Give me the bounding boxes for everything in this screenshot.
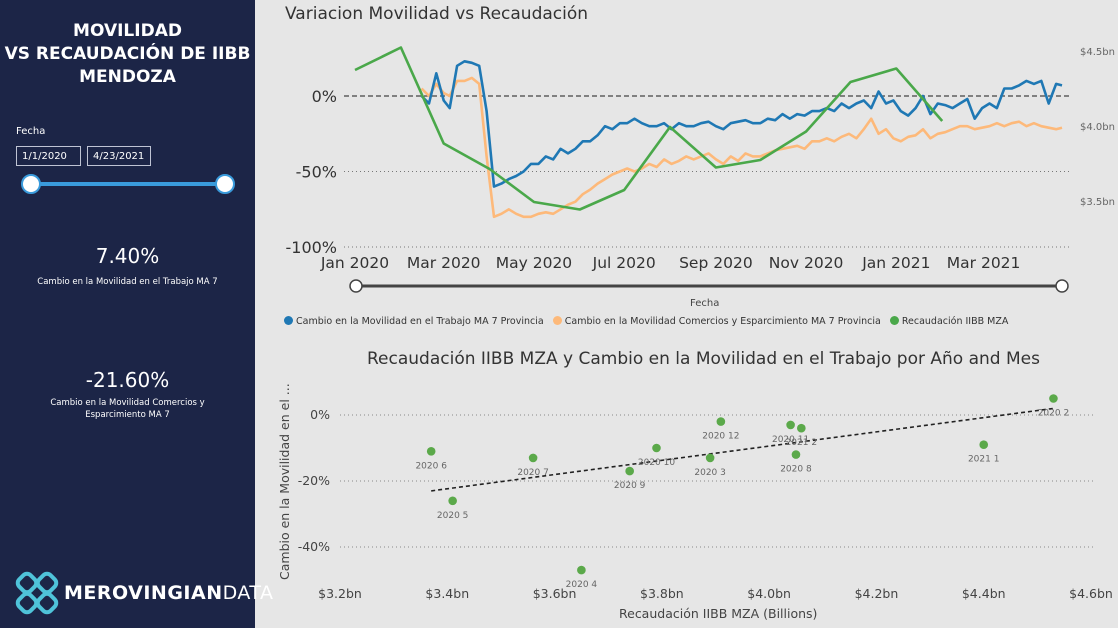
scatter-point-label: 2020 11 bbox=[772, 435, 809, 445]
title-line-2: VS RECAUDACIÓN DE IIBB bbox=[4, 44, 251, 64]
title-line-3: MENDOZA bbox=[79, 67, 176, 87]
scatter-x-axis-title: Recaudación IIBB MZA (Billions) bbox=[619, 606, 818, 621]
kpi-work-mobility-label: Cambio en la Movilidad en el Trabajo MA … bbox=[37, 277, 218, 287]
scatter-point-label: 2020 6 bbox=[415, 461, 447, 471]
scatter-point bbox=[979, 440, 989, 450]
legend-dot bbox=[889, 316, 899, 325]
scatter-point bbox=[705, 453, 715, 463]
scatter-point-label: 2021 2 bbox=[786, 438, 818, 448]
x-tick-label: May 2020 bbox=[496, 254, 572, 272]
x-tick-label: $4.4bn bbox=[962, 586, 1006, 601]
commerce-mobility-line bbox=[420, 76, 1063, 219]
scatter-point-label: 2020 8 bbox=[780, 465, 812, 475]
y-tick-label: 0% bbox=[312, 87, 337, 106]
line-chart[interactable]: 0% -50% -100% $4.5bn $4.0bn $3.5bn Jan 2020 Mar… bbox=[0, 0, 1118, 300]
scatter-point-label: 2020 9 bbox=[614, 481, 646, 491]
x-tick-label: Jul 2020 bbox=[592, 254, 656, 272]
y-tick-label: 0% bbox=[310, 407, 330, 422]
date-filter-label: Fecha bbox=[16, 126, 46, 137]
scatter-point-label: 2020 2 bbox=[1038, 409, 1070, 419]
legend-item-iibb[interactable]: Recaudación IIBB MZA bbox=[889, 316, 1009, 327]
time-slider-start-handle[interactable] bbox=[349, 279, 363, 293]
x-tick-label: Jan 2020 bbox=[320, 254, 389, 272]
x-tick-label: $3.4bn bbox=[425, 586, 469, 601]
scatter-point-label: 2020 7 bbox=[517, 468, 549, 478]
y2-tick-label: $3.5bn bbox=[1080, 197, 1115, 208]
work-mobility-line bbox=[420, 59, 1063, 188]
y-tick-label: -100% bbox=[285, 238, 337, 257]
scatter-point-label: 2020 4 bbox=[566, 580, 598, 590]
kpi-commerce-mobility-label: Cambio en la Movilidad Comercios y Espar… bbox=[50, 398, 205, 420]
line-chart-x-axis-title: Fecha bbox=[690, 298, 720, 309]
legend-item-commerce[interactable]: Cambio en la Movilidad Comercios y Espar… bbox=[552, 316, 881, 327]
trend-line bbox=[431, 407, 1054, 492]
scatter-point-label: 2020 12 bbox=[702, 432, 739, 442]
scatter-point bbox=[528, 453, 538, 463]
scatter-point bbox=[716, 417, 726, 426]
y-tick-label: -40% bbox=[298, 539, 330, 554]
scatter-point bbox=[1049, 394, 1058, 403]
legend-label: Cambio en la Movilidad Comercios y Espar… bbox=[564, 316, 881, 327]
scatter-point bbox=[791, 450, 801, 459]
y2-tick-label: $4.5bn bbox=[1080, 47, 1115, 58]
time-range-slider[interactable] bbox=[0, 278, 1118, 298]
scatter-chart-title: Recaudación IIBB MZA y Cambio en la Movi… bbox=[367, 349, 1040, 369]
date-range-slider-start-handle[interactable] bbox=[21, 174, 41, 194]
scatter-point bbox=[577, 565, 586, 575]
x-tick-label: Sep 2020 bbox=[679, 254, 753, 272]
legend-dot bbox=[284, 316, 293, 325]
kpi-commerce-mobility-value: -21.60% bbox=[85, 368, 170, 392]
y-tick-label: -20% bbox=[298, 473, 330, 488]
scatter-point bbox=[448, 496, 457, 506]
scatter-point bbox=[426, 447, 436, 456]
scatter-point bbox=[625, 466, 634, 476]
scatter-point-label: 2020 5 bbox=[437, 511, 469, 521]
line-chart-legend: Cambio en la Movilidad en el Trabajo MA … bbox=[284, 316, 1014, 327]
x-tick-label: $3.6bn bbox=[533, 586, 577, 601]
x-tick-label: $4.2bn bbox=[855, 586, 899, 601]
date-range-slider-end-handle[interactable] bbox=[215, 174, 235, 194]
y-tick-label: -50% bbox=[296, 163, 337, 182]
scatter-point bbox=[797, 423, 806, 433]
title-line-1: MOVILIDAD bbox=[73, 21, 182, 41]
sidebar: MOVILIDAD VS RECAUDACIÓN DE IIBB MENDOZA… bbox=[0, 0, 273, 628]
legend-dot bbox=[552, 316, 562, 325]
y2-tick-label: $4.0bn bbox=[1080, 122, 1115, 133]
scatter-y-axis-title: Cambio en la Movilidad en el ... bbox=[277, 383, 292, 580]
scatter-point-label: 2020 10 bbox=[638, 458, 675, 468]
scatter-point bbox=[652, 443, 661, 453]
x-tick-label: $4.0bn bbox=[747, 586, 791, 601]
x-tick-label: $3.2bn bbox=[318, 586, 362, 601]
line-chart-title: Variacion Movilidad vs Recaudación bbox=[285, 4, 589, 24]
logo-text: MerovingianData bbox=[64, 582, 274, 604]
merovingian-logo-icon bbox=[15, 571, 59, 615]
x-tick-label: Mar 2021 bbox=[947, 254, 1021, 272]
scatter-point-label: 2021 1 bbox=[968, 455, 1000, 465]
time-slider-end-handle[interactable] bbox=[1055, 279, 1069, 293]
legend-item-work[interactable]: Cambio en la Movilidad en el Trabajo MA … bbox=[284, 316, 544, 327]
x-tick-label: Jan 2021 bbox=[861, 254, 930, 272]
x-tick-label: $4.6bn bbox=[1069, 586, 1113, 601]
date-range-slider-track[interactable] bbox=[30, 182, 225, 186]
date-end-input[interactable]: 4/23/2021 bbox=[87, 146, 151, 166]
legend-label: Cambio en la Movilidad en el Trabajo MA … bbox=[296, 316, 544, 327]
date-start-input[interactable]: 1/1/2020 bbox=[16, 146, 81, 166]
iibb-revenue-line bbox=[354, 46, 944, 211]
legend-label: Recaudación IIBB MZA bbox=[901, 316, 1009, 327]
report-title: MOVILIDAD VS RECAUDACIÓN DE IIBB MENDOZA bbox=[0, 20, 255, 89]
x-tick-label: Mar 2020 bbox=[407, 254, 481, 272]
kpi-work-mobility-value: 7.40% bbox=[95, 244, 160, 268]
scatter-point bbox=[786, 420, 795, 430]
x-tick-label: $3.8bn bbox=[640, 586, 684, 601]
x-tick-label: Nov 2020 bbox=[769, 254, 844, 272]
scatter-point-label: 2020 3 bbox=[694, 468, 726, 478]
